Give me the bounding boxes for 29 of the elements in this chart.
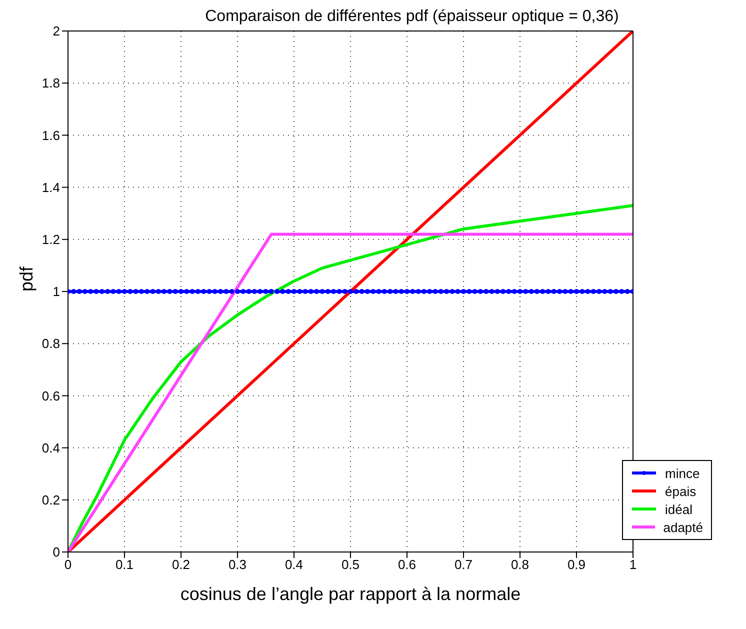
y-tick-label: 0.4 xyxy=(42,440,60,456)
y-tick-label: 1.8 xyxy=(42,76,60,91)
x-axis-title: cosinus de l’angle par rapport à la normale xyxy=(180,584,521,604)
x-tick-label: 0 xyxy=(64,557,72,572)
x-tick-label: 1 xyxy=(629,557,637,572)
y-tick-label: 0.2 xyxy=(42,492,60,508)
x-tick-label: 0.4 xyxy=(284,557,304,572)
y-tick-label: 1.2 xyxy=(42,232,60,248)
y-tick-label: 1.6 xyxy=(42,128,60,143)
y-tick-label: 2 xyxy=(52,24,60,39)
y-tick-label: 0.8 xyxy=(42,336,60,352)
x-tick-label: 0.3 xyxy=(228,557,247,572)
y-tick-label: 0 xyxy=(52,544,60,560)
y-tick-label: 1 xyxy=(52,284,60,300)
legend-label: adapté xyxy=(663,520,703,534)
x-tick-label: 0.7 xyxy=(454,557,473,572)
x-tick-label: 0.9 xyxy=(567,557,586,572)
legend-label: épais xyxy=(665,484,696,498)
x-tick-label: 0.8 xyxy=(510,557,530,572)
x-tick-label: 0.2 xyxy=(172,557,190,572)
x-tick-label: 0.5 xyxy=(341,557,360,572)
chart-title: Comparaison de différentes pdf (épaisseur optique = 0,36) xyxy=(205,8,619,25)
y-tick-label: 0.6 xyxy=(42,388,60,404)
legend-label: mince xyxy=(665,466,700,480)
y-axis-title: pdf xyxy=(16,265,36,292)
x-tick-label: 0.1 xyxy=(115,557,134,572)
x-tick-label: 0.6 xyxy=(398,557,416,572)
y-tick-label: 1.4 xyxy=(42,180,60,195)
legend-label: idéal xyxy=(665,502,692,516)
